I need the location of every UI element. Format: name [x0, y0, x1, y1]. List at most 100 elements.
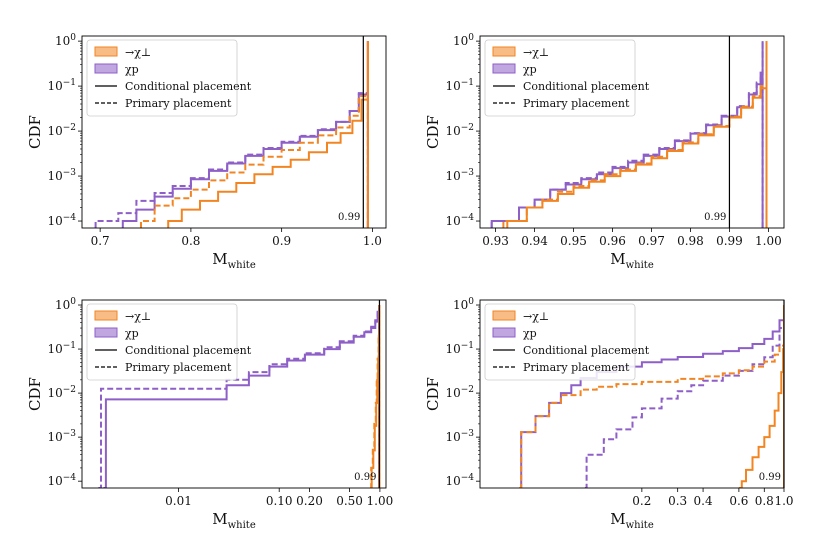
x-tick-label: 0.20: [296, 494, 323, 508]
y-tick-label: 10−4: [445, 473, 474, 488]
legend-swatch-chi-p: [94, 327, 118, 338]
panel-bottom-left: 0.99 100 10−1 10−2 10−3 10−4 0.01 0.10 0.20 0.50 1…: [26, 297, 393, 531]
legend-swatch-chi-p: [492, 63, 516, 74]
series-chi-perp-conditional: [167, 41, 369, 228]
x-tick-label: 0.9: [272, 234, 291, 248]
x-tick-label: 0.6: [729, 494, 748, 508]
x-tick-label: 0.96: [599, 234, 626, 248]
panel-top-left: 0.99 100 10−1 10−2 10−3 10−4 0.7 0.8 0.9 1.0 CDF Mw…: [26, 33, 387, 271]
legend-swatch-chi-perp: [94, 310, 118, 321]
legend-label: χp: [523, 327, 537, 340]
legend-swatch-chi-perp: [94, 46, 118, 57]
legend-label: Primary placement: [125, 97, 232, 110]
legend-swatch-chi-p: [492, 327, 516, 338]
plot-frame: [479, 35, 785, 229]
series-chi-p-conditional: [103, 305, 380, 488]
y-tick-label: 10−3: [445, 168, 474, 183]
y-axis-label: CDF: [26, 115, 44, 149]
legend: →χ⊥ χp Conditional placement Primary placem…: [86, 303, 252, 381]
y-tick-label: 10−1: [47, 78, 76, 93]
legend: →χ⊥ χp Conditional placement Primary placem…: [86, 39, 252, 117]
threshold-label: 0.99: [338, 212, 360, 223]
x-axis-label: Mwhite: [610, 510, 654, 531]
y-tick-label: 10−4: [47, 473, 76, 488]
plot-frame: [81, 299, 387, 489]
series-chi-perp-primary: [519, 305, 784, 488]
x-tick-label: 0.8: [755, 494, 774, 508]
x-tick-label: 0.97: [638, 234, 665, 248]
x-tick-label: 0.4: [694, 494, 713, 508]
x-tick-label: 0.94: [521, 234, 548, 248]
legend-label: Conditional placement: [523, 344, 650, 357]
y-tick-label: 10−4: [445, 213, 474, 228]
legend-label: Conditional placement: [125, 344, 252, 357]
y-tick-label: 10−1: [445, 341, 474, 356]
legend-label: →χ⊥: [523, 46, 549, 59]
series-chi-p-primary: [584, 305, 784, 488]
legend-label: →χ⊥: [125, 46, 151, 59]
x-tick-label: 0.99: [716, 234, 743, 248]
x-tick-label: 0.2: [632, 494, 651, 508]
x-tick-label: 0.10: [266, 494, 293, 508]
threshold-label: 0.99: [704, 212, 726, 223]
x-tick-label: 0.50: [336, 494, 363, 508]
legend-swatch-chi-perp: [492, 46, 516, 57]
legend-label: Primary placement: [523, 361, 630, 374]
y-axis-label: CDF: [424, 115, 442, 149]
y-tick-label: 100: [55, 33, 76, 48]
y-tick-label: 10−2: [47, 123, 76, 138]
x-tick-label: 0.93: [482, 234, 509, 248]
x-axis-label: Mwhite: [212, 250, 256, 271]
y-tick-label: 100: [55, 297, 76, 312]
legend-label: χp: [523, 63, 537, 76]
x-axis-label: Mwhite: [212, 510, 256, 531]
legend-label: Conditional placement: [125, 80, 252, 93]
legend-box: [86, 303, 238, 381]
threshold-label: 0.99: [354, 472, 376, 483]
legend-label: χp: [125, 63, 139, 76]
legend-box: [484, 39, 636, 117]
x-axis-label: Mwhite: [610, 250, 654, 271]
panel-top-right: 0.99 100 10−1 10−2 10−3 10−4 0.93 0.94 0.95 0.96 0…: [424, 33, 785, 271]
y-tick-label: 10−1: [47, 341, 76, 356]
y-tick-label: 10−2: [47, 385, 76, 400]
y-tick-label: 10−3: [47, 168, 76, 183]
x-tick-label: 0.3: [668, 494, 687, 508]
series-chi-perp-conditional: [506, 41, 768, 228]
legend-box: [86, 39, 238, 117]
x-tick-label: 1.0: [363, 234, 382, 248]
y-tick-label: 10−1: [445, 78, 474, 93]
x-tick-label: 0.7: [91, 234, 110, 248]
y-tick-label: 10−3: [47, 429, 76, 444]
legend-swatch-chi-perp: [492, 310, 516, 321]
legend-swatch-chi-p: [94, 63, 118, 74]
y-tick-label: 10−2: [445, 123, 474, 138]
y-tick-label: 100: [453, 33, 474, 48]
legend-label: Primary placement: [523, 97, 630, 110]
legend-label: Conditional placement: [523, 80, 650, 93]
x-tick-label: 1.0: [774, 494, 793, 508]
legend-label: χp: [125, 327, 139, 340]
legend: →χ⊥ χp Conditional placement Primary placem…: [484, 303, 650, 381]
x-tick-label: 1.00: [755, 234, 782, 248]
y-axis-label: CDF: [26, 377, 44, 411]
x-tick-label: 1.00: [367, 494, 394, 508]
y-tick-label: 10−4: [47, 213, 76, 228]
legend-box: [484, 303, 636, 381]
x-tick-label: 0.95: [560, 234, 587, 248]
y-tick-label: 10−3: [445, 429, 474, 444]
series-chi-perp-conditional: [738, 305, 784, 488]
series-chi-perp-primary: [140, 41, 369, 228]
panel-bottom-right: 0.99 100 10−1 10−2 10−3 10−4 0.2 0.3 0.4 0.6 0.8 1.…: [424, 297, 794, 531]
x-tick-label: 0.8: [181, 234, 200, 248]
y-tick-label: 10−2: [445, 385, 474, 400]
x-tick-label: 0.98: [677, 234, 704, 248]
plot-frame: [479, 299, 785, 489]
y-tick-label: 100: [453, 297, 474, 312]
legend-label: →χ⊥: [125, 310, 151, 323]
y-axis-label: CDF: [424, 377, 442, 411]
x-tick-label: 0.01: [165, 494, 192, 508]
threshold-label: 0.99: [759, 472, 781, 483]
legend-label: Primary placement: [125, 361, 232, 374]
